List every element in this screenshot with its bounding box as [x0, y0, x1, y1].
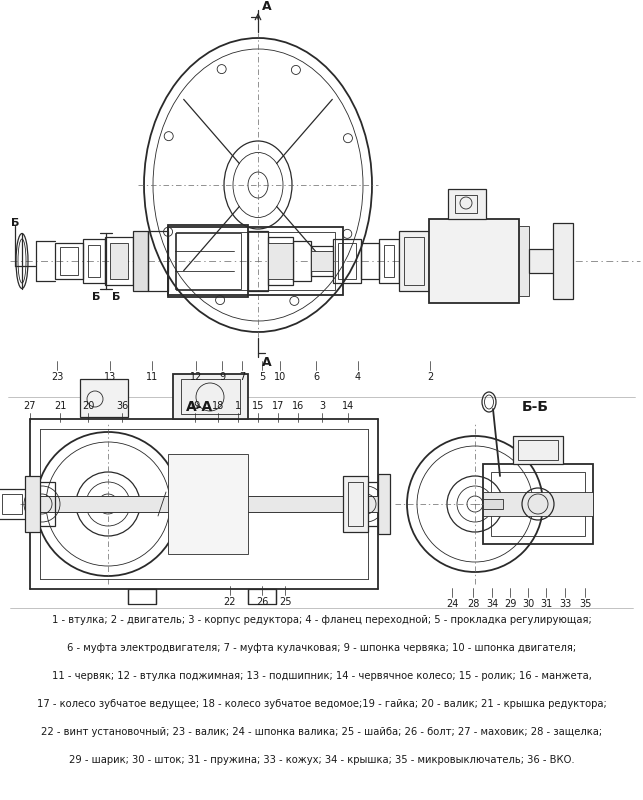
Bar — [483, 464, 593, 544]
Text: 4: 4 — [355, 372, 361, 382]
Bar — [173, 374, 248, 419]
Text: 28: 28 — [467, 599, 479, 609]
Text: 18: 18 — [212, 401, 224, 411]
Text: 13: 13 — [104, 372, 116, 382]
Text: 24: 24 — [446, 599, 458, 609]
Bar — [483, 492, 593, 516]
Text: 25: 25 — [279, 597, 291, 607]
Text: 29: 29 — [504, 599, 516, 609]
Text: 14: 14 — [342, 401, 354, 411]
Text: 9: 9 — [219, 372, 225, 382]
Text: 1 - втулка; 2 - двигатель; 3 - корпус редуктора; 4 - фланец переходной; 5 - прок: 1 - втулка; 2 - двигатель; 3 - корпус ре… — [52, 615, 592, 625]
Text: 22 - винт установочный; 23 - валик; 24 - шпонка валика; 25 - шайба; 26 - болт; 2: 22 - винт установочный; 23 - валик; 24 -… — [41, 727, 602, 737]
Bar — [60, 247, 78, 275]
Text: 11: 11 — [146, 372, 158, 382]
Bar — [384, 245, 394, 277]
Bar — [379, 239, 399, 283]
Bar — [333, 239, 361, 283]
Text: 6 - муфта электродвигателя; 7 - муфта кулачковая; 9 - шпонка червяка; 10 - шпонк: 6 - муфта электродвигателя; 7 - муфта ку… — [68, 643, 577, 653]
Text: 7: 7 — [239, 372, 245, 382]
Text: 12: 12 — [190, 372, 202, 382]
Bar — [268, 243, 293, 279]
Text: 31: 31 — [540, 599, 552, 609]
Text: 27: 27 — [24, 401, 36, 411]
Bar — [248, 231, 268, 291]
Bar — [311, 251, 333, 271]
Text: 36: 36 — [116, 401, 128, 411]
Bar — [168, 225, 248, 297]
Text: 20: 20 — [82, 401, 94, 411]
Bar — [83, 239, 105, 283]
Bar — [553, 223, 573, 299]
Bar — [378, 474, 390, 534]
Text: Б: Б — [11, 218, 19, 228]
Text: 23: 23 — [51, 372, 63, 382]
Bar — [513, 436, 563, 464]
Bar — [128, 589, 156, 604]
Bar — [175, 233, 241, 289]
Text: 17: 17 — [272, 401, 284, 411]
Bar — [30, 496, 378, 512]
Text: 30: 30 — [522, 599, 534, 609]
Text: 21: 21 — [54, 401, 66, 411]
Text: 5: 5 — [259, 372, 265, 382]
Bar — [181, 379, 240, 414]
Text: А: А — [262, 1, 272, 14]
Text: 33: 33 — [559, 599, 571, 609]
Text: Б: Б — [92, 292, 100, 302]
Bar — [353, 482, 378, 526]
Bar — [491, 472, 585, 536]
Bar — [148, 231, 168, 291]
Bar — [88, 245, 100, 277]
Text: 10: 10 — [274, 372, 286, 382]
Bar — [429, 219, 519, 303]
Bar — [529, 249, 559, 273]
Bar — [248, 589, 276, 604]
Bar — [348, 482, 363, 526]
Bar — [293, 241, 311, 281]
Bar — [311, 246, 333, 276]
Text: 29 - шарик; 30 - шток; 31 - пружина; 33 - кожух; 34 - крышка; 35 - микровыключат: 29 - шарик; 30 - шток; 31 - пружина; 33 … — [69, 755, 575, 765]
Bar — [55, 243, 83, 279]
Bar — [176, 232, 335, 290]
Bar — [404, 237, 424, 285]
Text: 1: 1 — [235, 401, 241, 411]
Bar — [483, 499, 503, 509]
Bar — [133, 231, 148, 291]
Bar — [0, 489, 30, 519]
Bar — [343, 476, 368, 532]
Text: 16: 16 — [292, 401, 304, 411]
Text: 35: 35 — [579, 599, 591, 609]
Bar — [80, 379, 128, 417]
Bar — [268, 237, 293, 285]
Bar — [361, 243, 379, 279]
Bar — [448, 189, 486, 219]
Text: Б-Б: Б-Б — [521, 400, 548, 414]
Text: Б: Б — [112, 292, 120, 302]
Bar — [30, 482, 55, 526]
Text: 6: 6 — [313, 372, 319, 382]
Bar — [25, 476, 40, 532]
Text: 17 - колесо зубчатое ведущее; 18 - колесо зубчатое ведомое;19 - гайка; 20 - вали: 17 - колесо зубчатое ведущее; 18 - колес… — [37, 699, 607, 709]
Bar — [399, 231, 429, 291]
Text: 19: 19 — [189, 401, 201, 411]
Text: 34: 34 — [486, 599, 498, 609]
Bar — [110, 243, 128, 279]
Text: 2: 2 — [427, 372, 433, 382]
Text: 26: 26 — [256, 597, 268, 607]
Text: 3: 3 — [319, 401, 325, 411]
Bar — [455, 195, 477, 213]
Text: 15: 15 — [252, 401, 264, 411]
Text: 22: 22 — [224, 597, 236, 607]
Bar — [338, 243, 356, 279]
Bar — [518, 440, 558, 460]
Bar — [168, 454, 248, 554]
Text: 11 - червяк; 12 - втулка поджимная; 13 - подшипник; 14 - червячное колесо; 15 - : 11 - червяк; 12 - втулка поджимная; 13 -… — [52, 671, 592, 681]
Bar — [2, 494, 22, 514]
Text: А-А: А-А — [186, 400, 213, 414]
Bar — [105, 237, 133, 285]
Text: А: А — [262, 355, 272, 369]
Bar — [519, 226, 529, 296]
Bar — [168, 227, 343, 295]
